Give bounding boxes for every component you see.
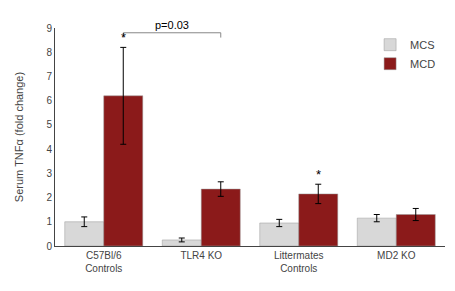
svg-text:C57Bl/6Controls: C57Bl/6Controls	[85, 250, 122, 274]
svg-text:1: 1	[46, 216, 52, 227]
svg-text:8: 8	[46, 47, 52, 58]
svg-text:MD2 KO: MD2 KO	[377, 250, 416, 261]
svg-text:MCS: MCS	[410, 39, 434, 51]
svg-text:MCD: MCD	[410, 58, 435, 70]
svg-text:*: *	[316, 167, 321, 182]
svg-text:6: 6	[46, 95, 52, 106]
svg-text:p=0.03: p=0.03	[155, 19, 189, 31]
svg-text:3: 3	[46, 168, 52, 179]
svg-text:LittermatesControls: LittermatesControls	[274, 250, 323, 274]
svg-text:4: 4	[46, 144, 52, 155]
svg-text:0: 0	[46, 241, 52, 252]
svg-text:9: 9	[46, 23, 52, 34]
svg-text:*: *	[121, 30, 126, 45]
svg-text:2: 2	[46, 192, 52, 203]
svg-text:TLR4 KO: TLR4 KO	[180, 250, 222, 261]
svg-text:5: 5	[46, 119, 52, 130]
svg-text:Serum TNFα (fold change): Serum TNFα (fold change)	[13, 72, 25, 202]
svg-text:7: 7	[46, 71, 52, 82]
